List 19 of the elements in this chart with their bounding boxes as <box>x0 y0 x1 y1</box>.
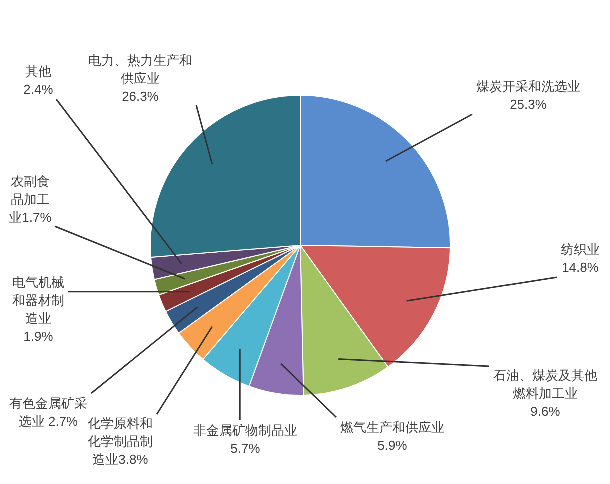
slice-label: 其他 <box>26 64 52 79</box>
slice-label: 纺织业 <box>561 242 600 257</box>
data-label: 14.8% <box>562 260 600 275</box>
slice-label: 石油、煤炭及其他燃料加工业 <box>494 368 598 401</box>
data-label: 5.9% <box>378 438 408 453</box>
slice-label: 有色金属矿采选业 2.7% <box>10 396 88 429</box>
data-label: 25.3% <box>510 97 548 112</box>
slice-label: 燃气生产和供应业 <box>340 420 444 435</box>
slice-label: 农副食品加工业1.7% <box>9 174 52 225</box>
data-label: 26.3% <box>122 89 160 104</box>
slice-label: 电力、热力生产和供应业 <box>88 53 192 86</box>
data-label: 9.6% <box>530 404 561 419</box>
data-label: 2.4% <box>24 82 54 97</box>
data-label: 5.7% <box>230 441 261 456</box>
slice-label: 煤炭开采和洗选业 <box>476 79 580 94</box>
data-label: 1.9% <box>24 329 54 344</box>
slice-label: 化学原料和化学制品制造业3.8% <box>88 416 153 467</box>
slice-label: 非金属矿物制品业 <box>194 423 298 438</box>
slice-label: 电气机械和器材制造业 <box>12 275 64 326</box>
